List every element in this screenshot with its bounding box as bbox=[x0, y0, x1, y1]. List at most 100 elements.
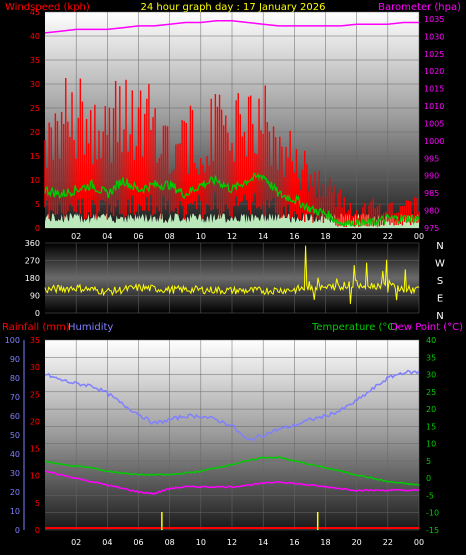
humidity-tick-label: 50 bbox=[10, 431, 20, 440]
temperature-tick-label: 25 bbox=[426, 388, 436, 397]
temperature-tick-label: 10 bbox=[426, 440, 436, 449]
temperature-tick-label: 0 bbox=[426, 474, 431, 483]
compass-label: E bbox=[437, 294, 443, 305]
dewpoint-label: Dew Point (°C) bbox=[390, 322, 463, 333]
x-tick-label: 12 bbox=[227, 232, 237, 241]
x-tick-label: 22 bbox=[383, 232, 393, 241]
calm-area bbox=[45, 213, 419, 228]
x-tick-label: 02 bbox=[71, 232, 81, 241]
humidity-tick-label: 80 bbox=[10, 374, 20, 383]
barometer-tick-label: 995 bbox=[424, 154, 439, 163]
barometer-tick-label: 1030 bbox=[424, 32, 444, 41]
direction-line bbox=[44, 245, 420, 304]
x-tick-label: 18 bbox=[320, 538, 330, 547]
x-tick-label: 00 bbox=[414, 538, 424, 547]
x-tick-label: 14 bbox=[258, 232, 268, 241]
wind-tick-label: 30 bbox=[30, 80, 40, 89]
temperature-tick-label: -10 bbox=[426, 509, 439, 518]
compass-label: S bbox=[437, 276, 443, 287]
compass-label: N bbox=[436, 241, 443, 252]
temperature-tick-label: 20 bbox=[426, 405, 436, 414]
barometer-tick-label: 975 bbox=[424, 224, 439, 233]
x-tick-label: 12 bbox=[227, 538, 237, 547]
temperature-label: Temperature (°C) bbox=[311, 322, 398, 333]
wind-tick-label: 20 bbox=[30, 128, 40, 137]
rain-tick-label: 20 bbox=[30, 417, 40, 426]
humidity-tick-label: 10 bbox=[10, 507, 20, 516]
humidity-tick-label: 30 bbox=[10, 469, 20, 478]
x-tick-label: 20 bbox=[352, 538, 362, 547]
temperature-tick-label: 30 bbox=[426, 371, 436, 380]
x-tick-label: 08 bbox=[165, 538, 175, 547]
compass-label: N bbox=[436, 311, 443, 322]
humidity-tick-label: 40 bbox=[10, 450, 20, 459]
x-tick-label: 16 bbox=[289, 538, 299, 547]
windspeed-label: Windspeed (kph) bbox=[5, 2, 90, 13]
humidity-tick-label: 90 bbox=[10, 355, 20, 364]
barometer-tick-label: 1025 bbox=[424, 50, 444, 59]
direction-tick-label: 0 bbox=[35, 309, 40, 318]
chart-title: 24 hour graph day : 17 January 2026 bbox=[141, 2, 326, 13]
x-tick-label: 18 bbox=[320, 232, 330, 241]
x-tick-label: 22 bbox=[383, 538, 393, 547]
temperature-tick-label: -15 bbox=[426, 526, 439, 535]
x-tick-label: 04 bbox=[102, 232, 112, 241]
humidity-label: Humidity bbox=[68, 322, 113, 333]
wind-tick-label: 15 bbox=[30, 152, 40, 161]
temperature-tick-label: 15 bbox=[426, 422, 436, 431]
barometer-tick-label: 1005 bbox=[424, 119, 444, 128]
wind-tick-label: 0 bbox=[35, 224, 40, 233]
wind-tick-label: 40 bbox=[30, 32, 40, 41]
temperature-line bbox=[44, 455, 420, 487]
barometer-tick-label: 1000 bbox=[424, 137, 444, 146]
x-tick-label: 20 bbox=[352, 232, 362, 241]
x-tick-label: 14 bbox=[258, 538, 268, 547]
temperature-tick-label: 40 bbox=[426, 336, 436, 345]
avg-wind-line bbox=[44, 172, 420, 229]
wind-tick-label: 5 bbox=[35, 200, 40, 209]
humidity-tick-label: 20 bbox=[10, 488, 20, 497]
barometer-tick-label: 1010 bbox=[424, 102, 444, 111]
x-tick-label: 06 bbox=[133, 232, 143, 241]
x-tick-label: 06 bbox=[133, 538, 143, 547]
barometer-tick-label: 1015 bbox=[424, 85, 444, 94]
barometer-label: Barometer (hpa) bbox=[378, 2, 461, 13]
barometer-line bbox=[44, 19, 419, 34]
x-tick-label: 16 bbox=[289, 232, 299, 241]
humidity-tick-label: 60 bbox=[10, 412, 20, 421]
rain-tick-label: 5 bbox=[35, 499, 40, 508]
wind-tick-label: 25 bbox=[30, 104, 40, 113]
humidity-tick-label: 70 bbox=[10, 393, 20, 402]
x-tick-label: 00 bbox=[414, 232, 424, 241]
direction-tick-label: 360 bbox=[25, 239, 40, 248]
temperature-tick-label: 35 bbox=[426, 353, 436, 362]
rain-tick-label: 10 bbox=[30, 472, 40, 481]
x-tick-label: 02 bbox=[71, 538, 81, 547]
barometer-tick-label: 990 bbox=[424, 172, 439, 181]
x-tick-label: 04 bbox=[102, 538, 112, 547]
humidity-line bbox=[45, 369, 420, 442]
direction-tick-label: 90 bbox=[30, 292, 40, 301]
wind-tick-label: 10 bbox=[30, 176, 40, 185]
compass-label: W bbox=[435, 259, 445, 270]
rain-tick-label: 0 bbox=[35, 526, 40, 535]
direction-tick-label: 270 bbox=[25, 257, 40, 266]
rain-tick-label: 35 bbox=[30, 336, 40, 345]
barometer-tick-label: 1035 bbox=[424, 15, 444, 24]
x-tick-label: 08 bbox=[165, 232, 175, 241]
temperature-tick-label: 5 bbox=[426, 457, 431, 466]
barometer-tick-label: 980 bbox=[424, 207, 439, 216]
rainfall-label: Rainfall (mm) bbox=[2, 322, 70, 333]
wind-tick-label: 45 bbox=[30, 8, 40, 17]
temperature-tick-label: -5 bbox=[426, 491, 434, 500]
rain-tick-label: 25 bbox=[30, 390, 40, 399]
barometer-tick-label: 1020 bbox=[424, 67, 444, 76]
rain-tick-label: 30 bbox=[30, 363, 40, 372]
direction-tick-label: 180 bbox=[25, 274, 40, 283]
dewpoint-line bbox=[44, 470, 420, 496]
rain-tick-label: 15 bbox=[30, 445, 40, 454]
humidity-tick-label: 0 bbox=[15, 526, 20, 535]
wind-tick-label: 35 bbox=[30, 56, 40, 65]
humidity-tick-label: 100 bbox=[5, 336, 20, 345]
